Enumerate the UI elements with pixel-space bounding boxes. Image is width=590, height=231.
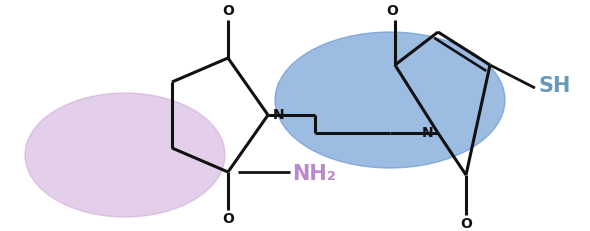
Text: N: N [273, 108, 284, 122]
Ellipse shape [25, 93, 225, 217]
Text: O: O [386, 4, 398, 18]
Text: O: O [222, 4, 234, 18]
Text: O: O [222, 212, 234, 226]
Ellipse shape [275, 32, 505, 168]
Text: N: N [421, 126, 433, 140]
Text: NH₂: NH₂ [292, 164, 336, 184]
Text: O: O [460, 217, 472, 231]
Text: SH: SH [538, 76, 571, 96]
